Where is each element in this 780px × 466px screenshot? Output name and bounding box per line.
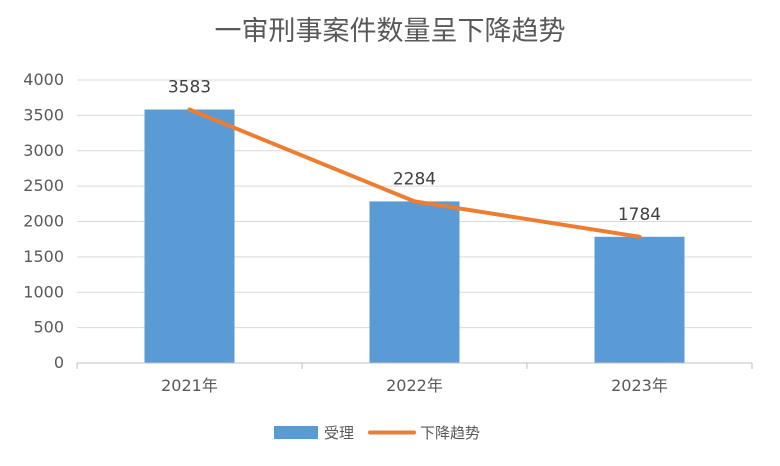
- legend-swatch-bar: [274, 426, 318, 439]
- y-tick-label: 500: [33, 318, 64, 337]
- y-tick-label: 4000: [23, 70, 64, 89]
- line-series: [187, 107, 642, 239]
- legend: 受理 下降趋势: [274, 424, 480, 442]
- x-tick-label: 2021年: [161, 376, 218, 395]
- trend-line: [187, 107, 642, 239]
- chart-title: 一审刑事案件数量呈下降趋势: [215, 16, 566, 47]
- y-axis-tick-labels: 0 500 1000 1500 2000 2500 3000 3500 4000: [23, 70, 64, 372]
- y-tick-label: 2000: [23, 212, 64, 231]
- x-tick-label: 2022年: [386, 376, 443, 395]
- bar: [144, 109, 235, 363]
- y-tick-label: 1000: [23, 282, 64, 301]
- bar: [594, 236, 685, 363]
- y-tick-label: 3000: [23, 141, 64, 160]
- data-label: 1784: [618, 205, 661, 225]
- legend-label-line: 下降趋势: [420, 424, 480, 442]
- x-axis: [76, 362, 753, 369]
- bar: [369, 201, 460, 363]
- data-label: 2284: [393, 169, 436, 189]
- legend-label-bar: 受理: [324, 424, 354, 442]
- y-tick-label: 2500: [23, 176, 64, 195]
- data-labels: 3583 2284 1784: [168, 78, 661, 225]
- x-axis-tick-labels: 2021年 2022年 2023年: [161, 376, 668, 395]
- y-tick-label: 0: [54, 353, 64, 372]
- bar-series: [144, 109, 685, 363]
- y-tick-label: 1500: [23, 247, 64, 266]
- x-tick-label: 2023年: [611, 376, 668, 395]
- data-label: 3583: [168, 78, 211, 98]
- y-tick-label: 3500: [23, 105, 64, 124]
